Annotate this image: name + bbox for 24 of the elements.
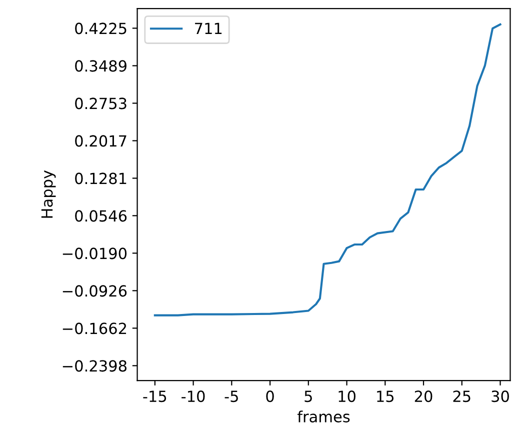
y-tick-label: 0.4225 bbox=[75, 22, 126, 34]
y-tick-label: −0.1662 bbox=[62, 322, 126, 334]
y-tick-label: 0.2017 bbox=[75, 135, 126, 147]
x-tick-label: -5 bbox=[224, 390, 238, 402]
x-tick-label: 0 bbox=[266, 390, 274, 402]
y-tick-label: 0.3489 bbox=[75, 60, 126, 72]
y-tick-label: 0.2753 bbox=[75, 98, 126, 110]
y-tick-label: 0.0546 bbox=[75, 210, 127, 222]
x-tick-label: 25 bbox=[453, 390, 470, 402]
x-tick-label: 30 bbox=[492, 390, 509, 402]
x-tick-label: -10 bbox=[182, 390, 205, 402]
y-tick-label: −0.0926 bbox=[62, 285, 127, 297]
y-tick-label: −0.2398 bbox=[62, 360, 126, 372]
x-tick-label: 20 bbox=[414, 390, 432, 402]
x-tick-label: -15 bbox=[143, 390, 166, 402]
x-axis-title: frames bbox=[297, 410, 350, 422]
y-axis-title: Happy bbox=[41, 170, 56, 218]
y-tick-label: 0.1281 bbox=[75, 172, 126, 184]
x-tick-label: 15 bbox=[377, 390, 394, 402]
legend-label: 711 bbox=[195, 22, 222, 34]
y-tick-label: −0.0190 bbox=[62, 248, 127, 260]
line-series bbox=[154, 23, 502, 316]
x-tick-label: 5 bbox=[304, 390, 312, 402]
x-tick-label: 10 bbox=[338, 390, 356, 402]
